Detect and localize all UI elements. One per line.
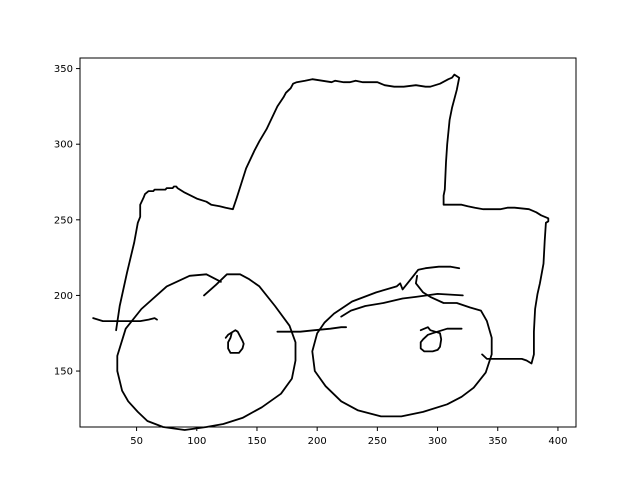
stroke-5 (276, 326, 348, 333)
stroke-7 (311, 265, 493, 418)
y-tick-label: 200 (54, 291, 73, 302)
y-tick-label: 350 (54, 64, 73, 75)
y-tick-label: 250 (54, 215, 73, 226)
x-tick-label: 400 (548, 436, 567, 447)
x-tick-label: 150 (247, 436, 266, 447)
y-axis: 150 200 250 300 350 (54, 64, 80, 378)
x-tick-label: 300 (428, 436, 447, 447)
x-tick-label: 50 (130, 436, 143, 447)
x-tick-label: 250 (368, 436, 387, 447)
stroke-3 (116, 273, 297, 431)
x-tick-label: 100 (187, 436, 206, 447)
x-tick-label: 200 (308, 436, 327, 447)
stroke-8 (419, 326, 463, 353)
drawing-lines (92, 73, 550, 431)
y-tick-label: 150 (54, 367, 73, 378)
plot-frame (79, 57, 577, 428)
stroke-2 (92, 317, 158, 323)
x-axis: 50 100 150 200 250 300 350 400 (130, 427, 567, 447)
y-tick-label: 300 (54, 140, 73, 151)
stroke-1 (115, 73, 550, 365)
x-tick-label: 350 (488, 436, 507, 447)
stroke-6 (340, 292, 464, 318)
stroke-4 (224, 329, 245, 354)
